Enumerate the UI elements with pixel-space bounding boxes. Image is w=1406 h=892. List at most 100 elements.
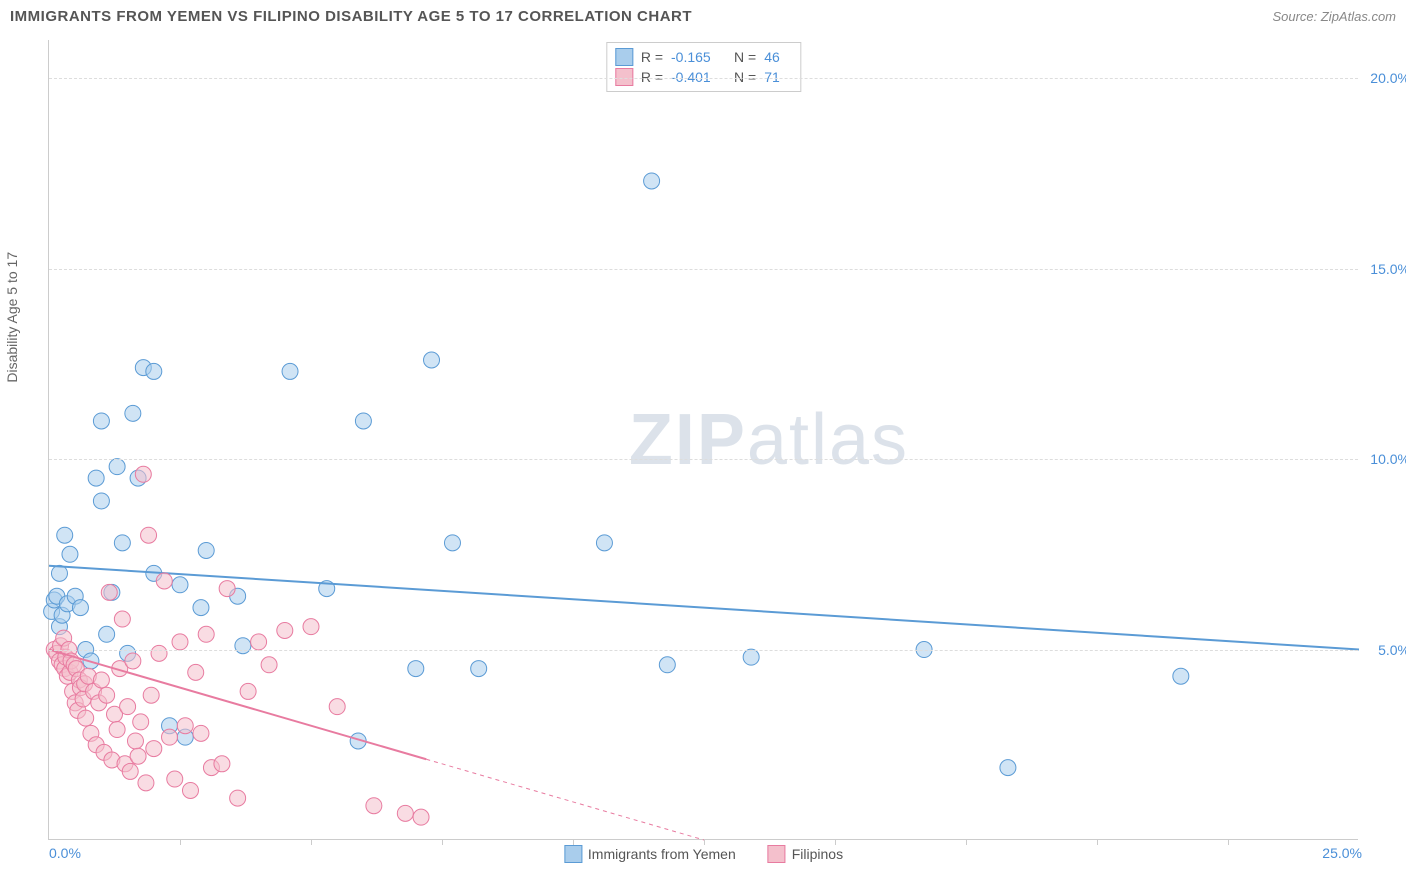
data-point <box>122 763 138 779</box>
legend-series: Immigrants from Yemen Filipinos <box>564 845 843 863</box>
data-point <box>355 413 371 429</box>
data-point <box>114 535 130 551</box>
data-point <box>93 672 109 688</box>
data-point <box>743 649 759 665</box>
data-point <box>188 664 204 680</box>
legend-correlation: R = -0.165 N = 46 R = -0.401 N = 71 <box>606 42 801 92</box>
y-tick-label: 10.0% <box>1370 451 1406 467</box>
gridline <box>49 269 1358 270</box>
y-tick-label: 20.0% <box>1370 70 1406 86</box>
data-point <box>413 809 429 825</box>
trend-line <box>49 566 1359 650</box>
gridline <box>49 78 1358 79</box>
data-point <box>172 634 188 650</box>
legend-swatch <box>768 845 786 863</box>
data-point <box>471 661 487 677</box>
data-point <box>177 718 193 734</box>
x-tick-mark <box>835 839 836 845</box>
legend-n-label: N = <box>734 49 756 65</box>
x-tick-mark <box>966 839 967 845</box>
legend-row: R = -0.165 N = 46 <box>615 47 792 67</box>
data-point <box>125 405 141 421</box>
data-point <box>72 600 88 616</box>
data-point <box>125 653 141 669</box>
data-point <box>444 535 460 551</box>
data-point <box>408 661 424 677</box>
source-label: Source: ZipAtlas.com <box>1272 9 1396 24</box>
data-point <box>133 714 149 730</box>
data-point <box>230 790 246 806</box>
chart-plot-area: ZIPatlas R =-0.165N =46R =-0.401N =71 Im… <box>48 40 1358 840</box>
x-end-label: 25.0% <box>1322 845 1362 861</box>
data-point <box>261 657 277 673</box>
x-origin-label: 0.0% <box>49 845 81 861</box>
legend-item: Filipinos <box>768 845 843 863</box>
data-point <box>659 657 675 673</box>
data-point <box>162 729 178 745</box>
data-point <box>120 699 136 715</box>
legend-swatch <box>615 68 633 86</box>
data-point <box>109 722 125 738</box>
data-point <box>101 584 117 600</box>
data-point <box>1000 760 1016 776</box>
legend-n-value: 71 <box>764 69 792 85</box>
data-point <box>182 782 198 798</box>
data-point <box>172 577 188 593</box>
data-point <box>151 645 167 661</box>
y-tick-label: 5.0% <box>1378 642 1406 658</box>
legend-r-label: R = <box>641 69 663 85</box>
data-point <box>282 363 298 379</box>
data-point <box>251 634 267 650</box>
data-point <box>138 775 154 791</box>
data-point <box>99 687 115 703</box>
x-tick-mark <box>311 839 312 845</box>
legend-item: Immigrants from Yemen <box>564 845 736 863</box>
legend-n-label: N = <box>734 69 756 85</box>
data-point <box>277 622 293 638</box>
data-point <box>141 527 157 543</box>
data-point <box>88 470 104 486</box>
scatter-svg <box>49 40 1358 839</box>
data-point <box>135 466 151 482</box>
x-tick-mark <box>180 839 181 845</box>
data-point <box>57 527 73 543</box>
data-point <box>93 493 109 509</box>
y-axis-label: Disability Age 5 to 17 <box>4 252 20 383</box>
legend-label: Immigrants from Yemen <box>588 846 736 862</box>
data-point <box>644 173 660 189</box>
data-point <box>240 683 256 699</box>
x-tick-mark <box>704 839 705 845</box>
data-point <box>596 535 612 551</box>
data-point <box>127 733 143 749</box>
data-point <box>303 619 319 635</box>
legend-swatch <box>615 48 633 66</box>
data-point <box>156 573 172 589</box>
data-point <box>114 611 130 627</box>
data-point <box>198 542 214 558</box>
legend-swatch <box>564 845 582 863</box>
x-tick-mark <box>442 839 443 845</box>
data-point <box>424 352 440 368</box>
data-point <box>143 687 159 703</box>
data-point <box>219 581 235 597</box>
legend-r-label: R = <box>641 49 663 65</box>
data-point <box>329 699 345 715</box>
data-point <box>130 748 146 764</box>
legend-n-value: 46 <box>764 49 792 65</box>
legend-r-value: -0.401 <box>671 69 726 85</box>
trend-line-dashed <box>426 759 704 840</box>
title-bar: IMMIGRANTS FROM YEMEN VS FILIPINO DISABI… <box>0 0 1406 31</box>
x-tick-mark <box>573 839 574 845</box>
data-point <box>93 413 109 429</box>
gridline <box>49 459 1358 460</box>
data-point <box>146 741 162 757</box>
data-point <box>397 805 413 821</box>
data-point <box>99 626 115 642</box>
data-point <box>193 725 209 741</box>
chart-title: IMMIGRANTS FROM YEMEN VS FILIPINO DISABI… <box>10 8 692 25</box>
data-point <box>78 710 94 726</box>
x-tick-mark <box>1228 839 1229 845</box>
y-tick-label: 15.0% <box>1370 261 1406 277</box>
legend-r-value: -0.165 <box>671 49 726 65</box>
data-point <box>193 600 209 616</box>
